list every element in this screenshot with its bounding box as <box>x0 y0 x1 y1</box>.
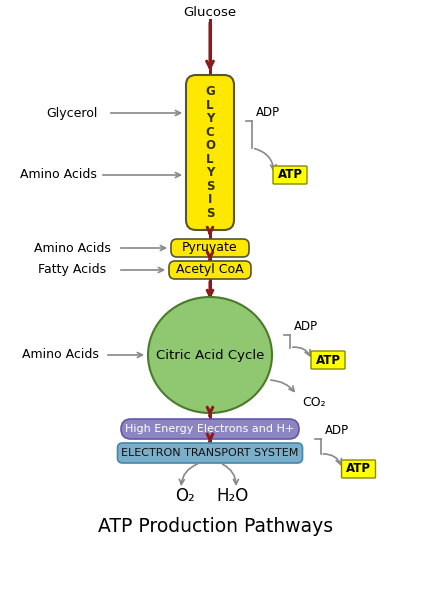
Text: ADP: ADP <box>294 321 318 334</box>
Text: CO₂: CO₂ <box>302 396 326 410</box>
FancyBboxPatch shape <box>118 443 302 463</box>
Text: O₂: O₂ <box>175 487 195 505</box>
Text: Glycerol: Glycerol <box>46 106 98 119</box>
Text: ADP: ADP <box>324 424 349 438</box>
Text: ATP: ATP <box>315 353 340 367</box>
Text: Citric Acid Cycle: Citric Acid Cycle <box>156 349 264 362</box>
Text: Amino Acids: Amino Acids <box>19 168 96 181</box>
Text: G
L
Y
C
O
L
Y
S
I
S: G L Y C O L Y S I S <box>205 85 215 220</box>
Text: Glucose: Glucose <box>184 7 237 20</box>
FancyBboxPatch shape <box>169 261 251 279</box>
FancyBboxPatch shape <box>342 460 375 478</box>
Text: High Energy Electrons and H+: High Energy Electrons and H+ <box>125 424 295 434</box>
Text: Acetyl CoA: Acetyl CoA <box>176 263 244 276</box>
Text: ATP Production Pathways: ATP Production Pathways <box>98 516 334 536</box>
Text: Amino Acids: Amino Acids <box>22 349 98 362</box>
Text: ATP: ATP <box>346 463 371 475</box>
Text: Fatty Acids: Fatty Acids <box>38 263 106 276</box>
FancyBboxPatch shape <box>121 419 299 439</box>
FancyBboxPatch shape <box>311 351 345 369</box>
Text: ELECTRON TRANSPORT SYSTEM: ELECTRON TRANSPORT SYSTEM <box>121 448 299 458</box>
FancyBboxPatch shape <box>171 239 249 257</box>
FancyBboxPatch shape <box>273 166 307 184</box>
Text: ADP: ADP <box>256 106 280 119</box>
Text: Amino Acids: Amino Acids <box>34 242 111 254</box>
Ellipse shape <box>148 297 272 413</box>
Text: H₂O: H₂O <box>216 487 248 505</box>
Text: ATP: ATP <box>277 168 302 181</box>
FancyBboxPatch shape <box>186 75 234 230</box>
Text: Pyruvate: Pyruvate <box>182 242 238 254</box>
